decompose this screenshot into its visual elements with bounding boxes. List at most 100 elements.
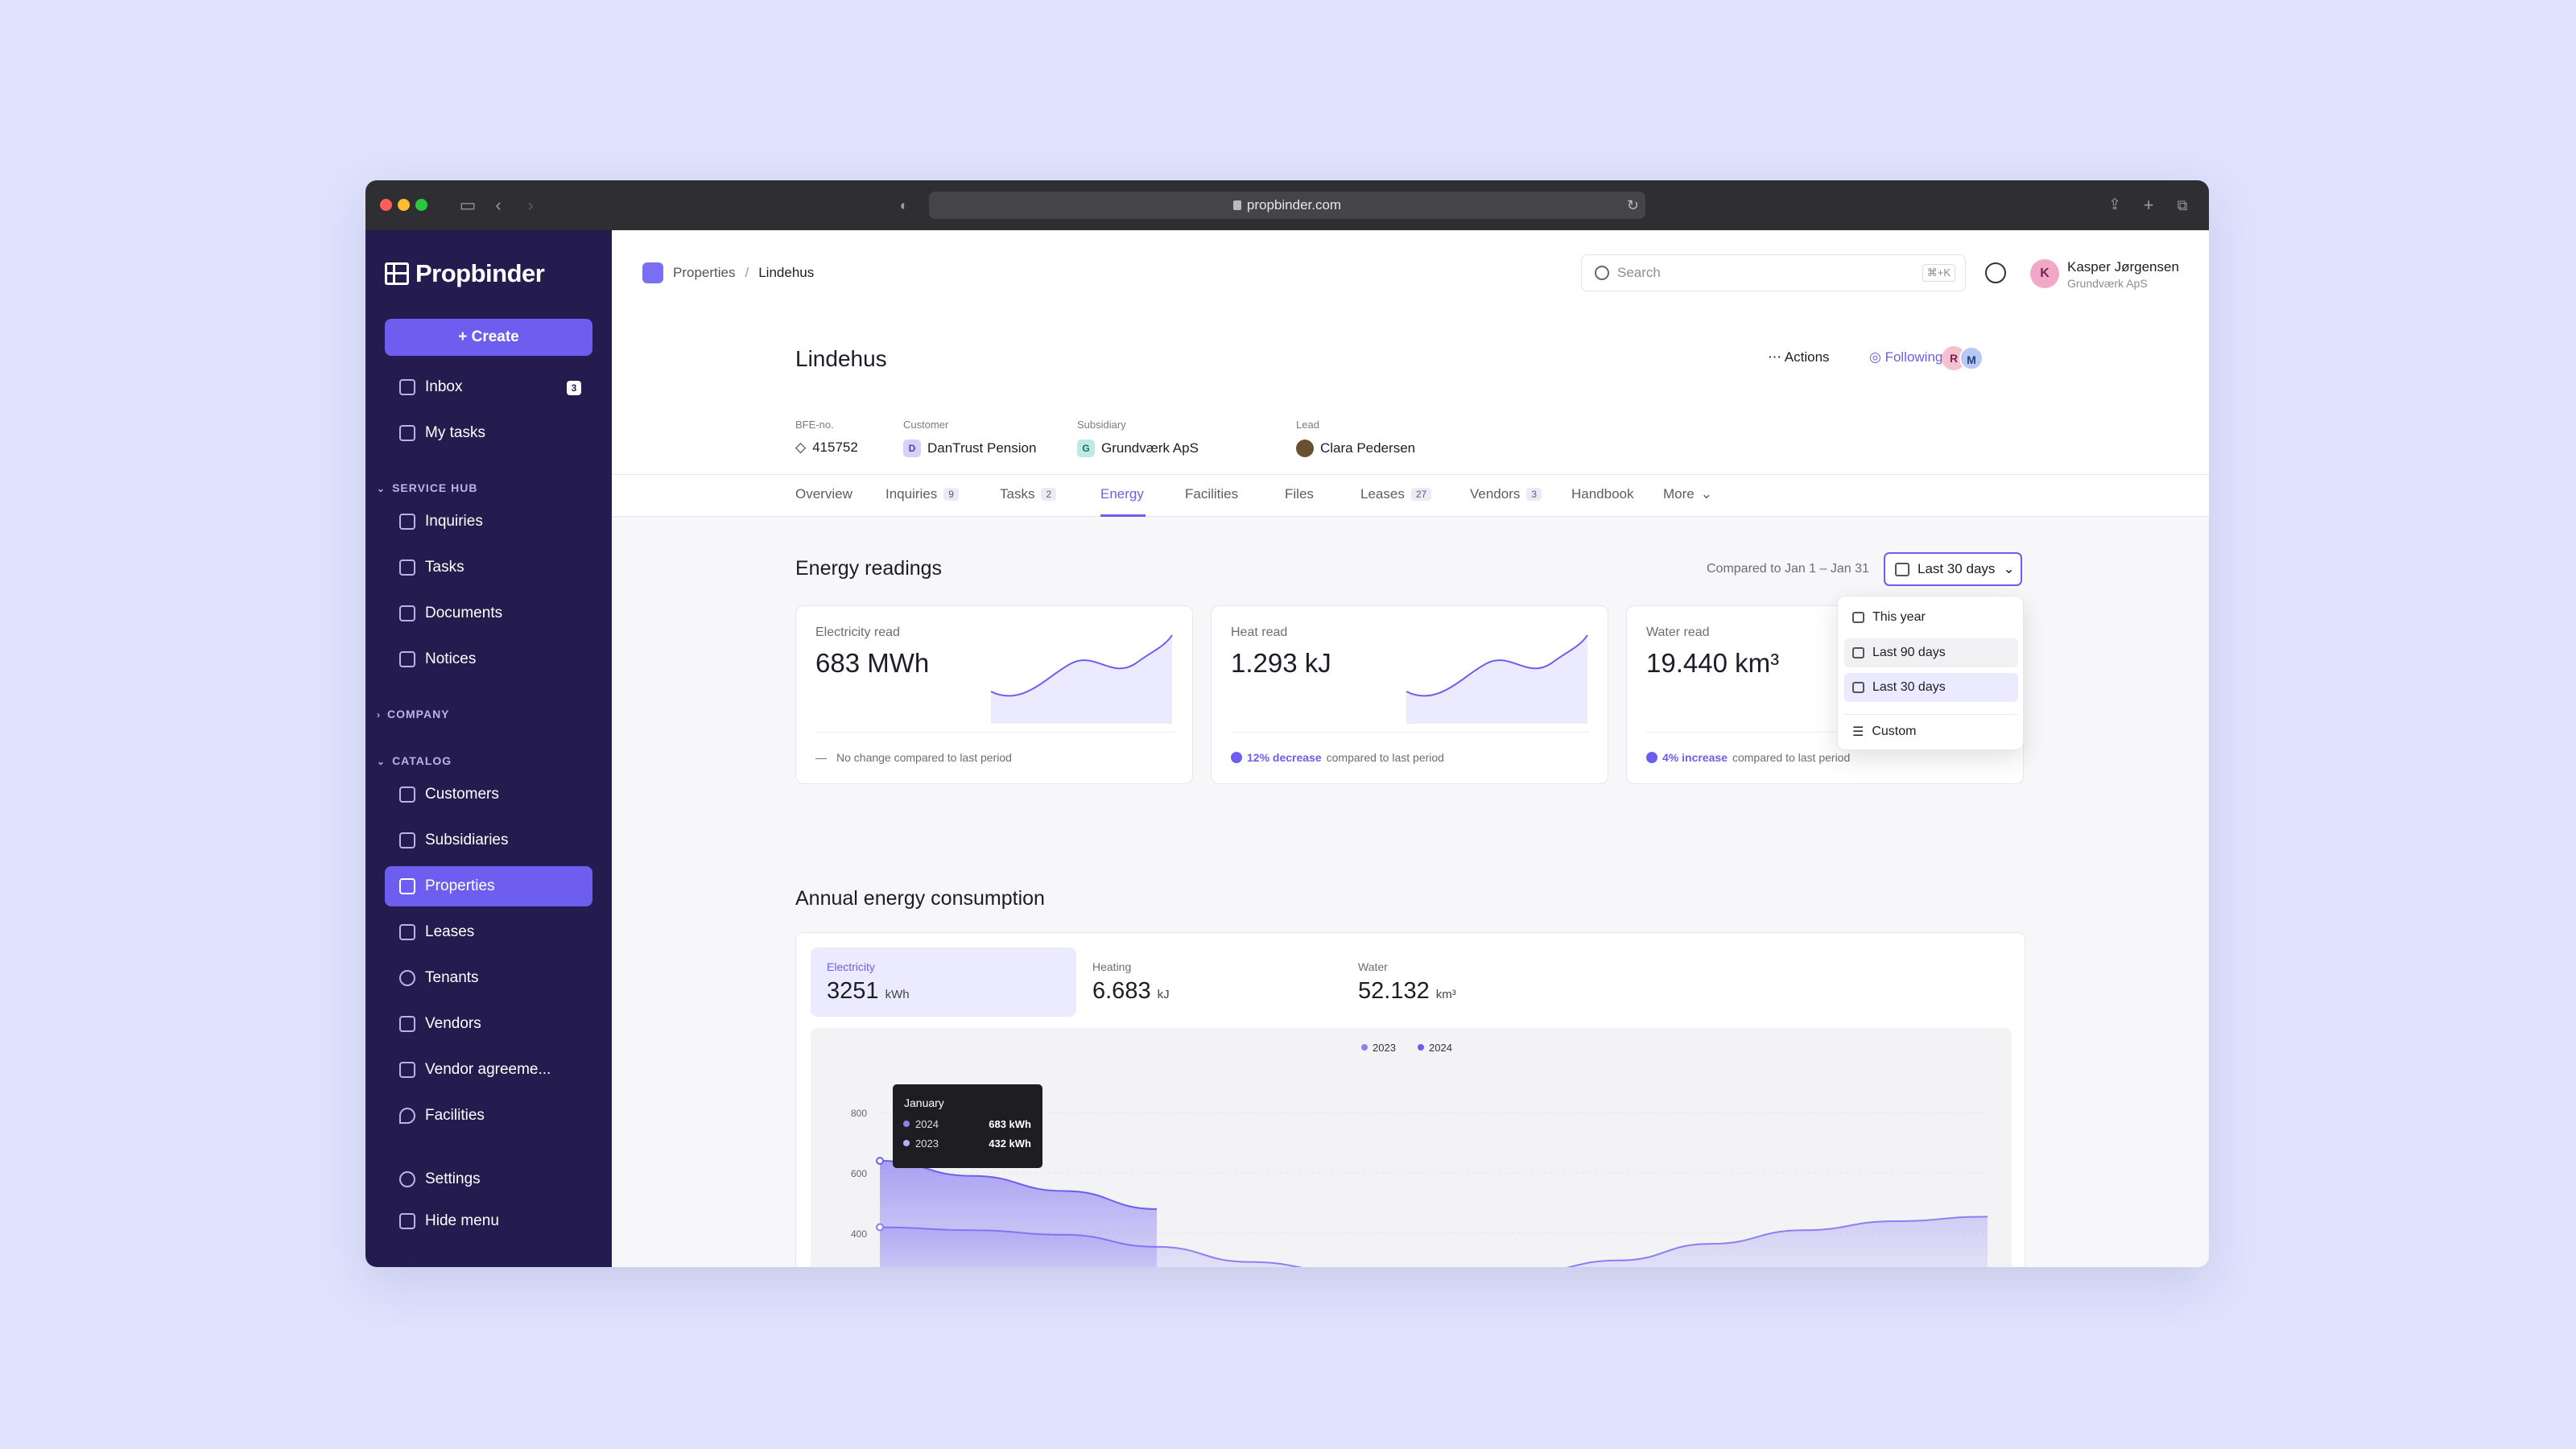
card-change: 4% increase <box>1662 751 1728 764</box>
option-label: Last 90 days <box>1872 646 1946 659</box>
sidebar-item-label: Inbox <box>425 378 463 395</box>
sidebar-item-label: Facilities <box>425 1107 485 1124</box>
sidebar-item-label: Inquiries <box>425 513 483 530</box>
sidebar-item-vendors[interactable]: Vendors <box>385 1004 592 1044</box>
search-icon <box>1595 266 1609 280</box>
tab-files[interactable]: Files <box>1285 486 1314 502</box>
sidebar-toggle-icon[interactable]: ▭ <box>459 195 477 215</box>
browser-titlebar: ▭ ‹ › ◐ propbinder.com ↻ ⇪ + ⧉ <box>365 180 2209 230</box>
card-footer: 12% decrease compared to last period <box>1231 751 1444 764</box>
actions-label: Actions <box>1784 349 1830 365</box>
following-button[interactable]: ◎ Following <box>1869 349 1942 365</box>
tab-facilities[interactable]: Facilities <box>1185 486 1238 502</box>
sidebar-item-inquiries[interactable]: Inquiries <box>385 502 592 542</box>
share-icon[interactable]: ⇪ <box>2108 196 2121 213</box>
sidebar-item-tenants[interactable]: Tenants <box>385 958 592 998</box>
section-catalog[interactable]: ⌄ CATALOG <box>377 754 452 767</box>
sidebar-item-customers[interactable]: Customers <box>385 774 592 815</box>
tab-label: Facilities <box>1185 486 1239 502</box>
reload-icon[interactable]: ↻ <box>1626 197 1639 213</box>
actions-button[interactable]: ⋯ Actions <box>1768 349 1830 365</box>
create-button[interactable]: + Create <box>385 319 592 356</box>
option-label: This year <box>1872 610 1926 624</box>
page-title: Lindehus <box>795 346 887 371</box>
chevron-down-icon: ⌄ <box>2003 561 2015 576</box>
tab-inquiries[interactable]: Inquiries 9 <box>886 486 959 502</box>
sidebar-item-my-tasks[interactable]: My tasks <box>385 413 592 453</box>
y-tick-label: 800 <box>851 1108 867 1119</box>
user-name[interactable]: Kasper Jørgensen <box>2067 259 2179 275</box>
sidebar-item-properties[interactable]: Properties <box>385 866 592 906</box>
tab-vendors[interactable]: Vendors 3 <box>1470 486 1542 502</box>
range-option-custom[interactable]: ☰ Custom <box>1844 717 2018 746</box>
divider <box>1646 732 2005 733</box>
forward-icon[interactable]: › <box>527 195 534 215</box>
line-2024 <box>879 1160 1158 1210</box>
metric-unit: kWh <box>885 988 910 1001</box>
address-bar[interactable]: propbinder.com ↻ <box>929 192 1645 219</box>
tabs-overview-icon[interactable]: ⧉ <box>2177 197 2188 213</box>
zoom-window-button[interactable] <box>415 199 427 211</box>
card-footer: — No change compared to last period <box>815 751 1012 764</box>
tab-label: More <box>1663 486 1695 502</box>
brand-name: Propbinder <box>415 259 545 287</box>
close-window-button[interactable] <box>380 199 392 211</box>
sidebar-item-vendor-agreements[interactable]: Vendor agreeme... <box>385 1050 592 1090</box>
tab-count: 3 <box>1526 488 1542 501</box>
sidebar-item-inbox[interactable]: Inbox 3 <box>385 367 592 407</box>
range-option-this-year[interactable]: This year <box>1844 603 2018 632</box>
user-avatar[interactable]: K <box>2030 259 2059 288</box>
hide-menu-button[interactable]: Hide menu <box>385 1201 592 1241</box>
flag-icon <box>399 651 415 667</box>
tab-energy[interactable]: Energy <box>1100 486 1144 502</box>
tab-more[interactable]: More ⌄ <box>1663 486 1712 502</box>
tab-tasks[interactable]: Tasks 2 <box>1000 486 1057 502</box>
date-range-select[interactable]: Last 30 days ⌄ <box>1884 552 2022 586</box>
sidebar-item-label: Vendor agreeme... <box>425 1061 551 1078</box>
sidebar-item-subsidiaries[interactable]: Subsidiaries <box>385 820 592 861</box>
energy-readings-title: Energy readings <box>795 557 943 580</box>
card-change: 12% decrease <box>1247 751 1322 764</box>
lead-link[interactable]: Clara Pedersen <box>1296 440 1415 457</box>
range-option-last-90-days[interactable]: Last 90 days <box>1844 638 2018 667</box>
sidebar-item-label: Subsidiaries <box>425 832 509 848</box>
brand-logo[interactable]: Propbinder <box>385 259 545 288</box>
metric-tab-electricity[interactable]: Electricity 3251 kWh <box>811 947 1076 1017</box>
sidebar-item-facilities[interactable]: Facilities <box>385 1096 592 1136</box>
section-company[interactable]: › COMPANY <box>377 708 450 720</box>
breadcrumb-properties-link[interactable]: Properties <box>673 265 736 280</box>
agreement-icon <box>399 1062 415 1078</box>
sidebar-item-tasks[interactable]: Tasks <box>385 547 592 588</box>
tab-leases[interactable]: Leases 27 <box>1360 486 1432 502</box>
sidebar-item-documents[interactable]: Documents <box>385 593 592 634</box>
new-tab-icon[interactable]: + <box>2143 195 2154 215</box>
customer-link[interactable]: D DanTrust Pension <box>903 440 1036 457</box>
timer-icon[interactable] <box>1985 262 2006 283</box>
follower-avatar[interactable]: M <box>1959 346 1984 370</box>
minimize-window-button[interactable] <box>398 199 410 211</box>
meta-label: Subsidiary <box>1077 419 1126 431</box>
sidebar-item-leases[interactable]: Leases <box>385 912 592 952</box>
sidebar-item-notices[interactable]: Notices <box>385 639 592 679</box>
card-label: Electricity read <box>815 625 900 639</box>
card-footnote: No change compared to last period <box>836 751 1012 764</box>
no-change-icon: — <box>815 751 827 764</box>
search-input[interactable]: Search ⌘+K <box>1581 254 1966 291</box>
privacy-shield-icon[interactable]: ◐ <box>899 197 909 213</box>
sidebar-item-settings[interactable]: Settings <box>385 1159 592 1199</box>
card-label: Water read <box>1646 625 1710 639</box>
metric-tab-water[interactable]: Water 52.132 km³ <box>1342 947 1608 1017</box>
range-option-last-30-days[interactable]: Last 30 days <box>1844 673 2018 702</box>
section-service-hub[interactable]: ⌄ SERVICE HUB <box>377 481 478 494</box>
tooltip-value-2023: 432 kWh <box>989 1137 1031 1150</box>
chevron-down-icon: ⌄ <box>1700 486 1712 502</box>
metric-value: 6.683 <box>1092 978 1151 1004</box>
back-icon[interactable]: ‹ <box>495 195 502 215</box>
tab-overview[interactable]: Overview <box>795 486 852 502</box>
tab-handbook[interactable]: Handbook <box>1571 486 1634 502</box>
tasks-list-icon <box>399 425 415 441</box>
tab-count: 9 <box>943 488 959 501</box>
subsidiary-link[interactable]: G Grundværk ApS <box>1077 440 1199 457</box>
metric-tab-heating[interactable]: Heating 6.683 kJ <box>1076 947 1342 1017</box>
breadcrumb-separator: / <box>745 265 749 280</box>
